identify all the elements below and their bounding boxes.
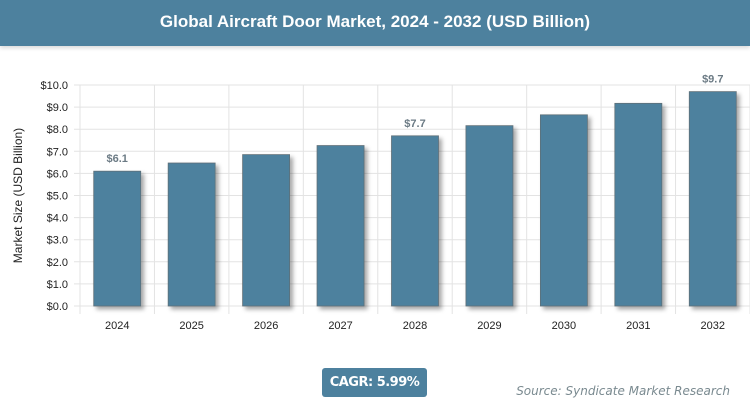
bar-2032 xyxy=(688,91,737,307)
x-tick-label: 2026 xyxy=(254,320,278,332)
x-tick-label: 2025 xyxy=(179,320,203,332)
y-tick-label: $6.0 xyxy=(47,168,68,180)
x-tick-label: 2030 xyxy=(552,320,576,332)
bar-2028 xyxy=(391,135,439,307)
bar-2029 xyxy=(465,125,514,307)
bar-2027 xyxy=(316,145,365,307)
bar-chart: $0.0 $1.0 $2.0 $3.0 $4.0 $5.0 $6.0 $7.0 $8.0 $9.0… xyxy=(11,74,750,332)
data-label: $7.7 xyxy=(404,118,425,130)
chart-title: Global Aircraft Door Market, 2024 - 2032… xyxy=(0,0,750,46)
data-label: $9.7 xyxy=(702,74,723,86)
bar-2025 xyxy=(167,162,216,307)
y-tick-label: $4.0 xyxy=(47,213,68,225)
bar-2026 xyxy=(242,154,291,307)
y-tick-label: $3.0 xyxy=(47,235,68,247)
y-tick-label: $8.0 xyxy=(47,124,68,136)
y-tick-label: $7.0 xyxy=(47,146,68,158)
y-tick-label: $9.0 xyxy=(47,102,68,114)
y-tick-label: $2.0 xyxy=(47,257,68,269)
y-tick-label: $0.0 xyxy=(47,301,68,313)
bar-2030 xyxy=(539,114,588,307)
cagr-badge: CAGR: 5.99% xyxy=(322,368,427,397)
x-tick-label: 2027 xyxy=(328,320,352,332)
x-tick-label: 2031 xyxy=(626,320,650,332)
x-tick-label: 2028 xyxy=(403,320,427,332)
y-axis-label: Market Size (USD Billion) xyxy=(11,128,25,263)
x-tick-label: 2029 xyxy=(477,320,501,332)
source-note: Source: Syndicate Market Research xyxy=(516,384,730,398)
y-tick-label: $1.0 xyxy=(47,279,68,291)
x-tick-label: 2024 xyxy=(105,320,129,332)
bar-2024 xyxy=(93,170,142,307)
y-tick-label: $10.0 xyxy=(40,80,68,92)
x-tick-label: 2032 xyxy=(701,320,725,332)
bar-2031 xyxy=(614,102,663,307)
y-tick-label: $5.0 xyxy=(47,191,68,203)
data-label: $6.1 xyxy=(107,153,128,165)
